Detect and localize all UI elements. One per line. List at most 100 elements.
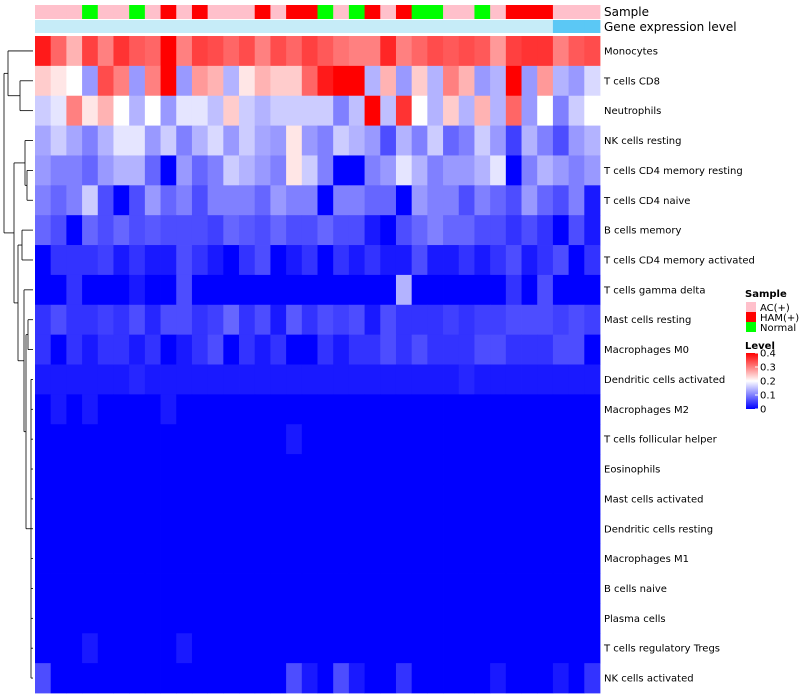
heatmap-cell [552, 424, 570, 455]
heatmap-cell [505, 483, 522, 515]
heatmap-cell [270, 65, 287, 97]
heatmap-cell [129, 394, 146, 425]
heatmap-cell [239, 215, 256, 246]
level-annotation-cell [427, 20, 444, 33]
heatmap-cell [223, 424, 240, 455]
heatmap-cell [160, 603, 177, 634]
heatmap-cell [584, 364, 601, 395]
heatmap-cell [348, 633, 365, 664]
heatmap-cell [50, 185, 67, 216]
heatmap-cell [270, 36, 287, 67]
heatmap-cell [317, 663, 334, 694]
heatmap-cell [176, 543, 193, 574]
heatmap-cell [348, 95, 365, 126]
heatmap-cell [301, 454, 318, 485]
heatmap-cell [286, 65, 303, 97]
heatmap-cell [505, 36, 522, 67]
row-label: Macrophages M1 [604, 554, 689, 565]
level-annotation-cell [301, 20, 318, 33]
heatmap-cell [286, 394, 303, 425]
heatmap-cell [317, 185, 334, 216]
heatmap-cell [380, 245, 397, 276]
heatmap-cell [443, 513, 460, 545]
heatmap-cell [239, 334, 256, 365]
heatmap-cell [144, 633, 161, 664]
heatmap-cell [223, 394, 240, 425]
heatmap-cell [286, 573, 303, 604]
heatmap-cell [348, 125, 365, 156]
heatmap-cell [411, 543, 428, 574]
heatmap-cell [537, 304, 554, 336]
heatmap-cell [427, 125, 444, 156]
heatmap-cell [82, 125, 99, 156]
heatmap-cell [113, 125, 130, 156]
heatmap-cell [207, 334, 224, 365]
heatmap-cell [50, 65, 67, 97]
heatmap-cell [395, 125, 413, 156]
heatmap-cell [113, 364, 130, 395]
heatmap-cell [490, 603, 507, 634]
heatmap-cell [176, 364, 193, 395]
heatmap-cell [35, 633, 52, 664]
heatmap-cell [113, 95, 130, 126]
level-annotation-cell [160, 20, 177, 33]
heatmap-cell [66, 36, 83, 67]
heatmap-cell [505, 573, 522, 604]
heatmap-cell [348, 454, 365, 485]
heatmap-cell [270, 483, 287, 515]
heatmap-cell [270, 155, 287, 186]
heatmap-cell [207, 245, 224, 276]
heatmap-cell [427, 513, 444, 545]
heatmap-cell [207, 543, 224, 574]
heatmap-cell [50, 483, 67, 515]
heatmap-cell [144, 573, 161, 604]
row-label: B cells naive [604, 584, 667, 595]
heatmap-cell [35, 543, 52, 574]
heatmap-cell [490, 364, 507, 395]
heatmap-cell [568, 185, 585, 216]
sample-annotation-cell [286, 5, 303, 19]
heatmap-cell [191, 394, 209, 425]
heatmap-cell [176, 334, 193, 365]
heatmap-cell [301, 394, 318, 425]
heatmap-cell [427, 573, 444, 604]
heatmap-cell [113, 36, 130, 67]
heatmap-cell [411, 334, 428, 365]
heatmap-cell [380, 424, 397, 455]
heatmap-cell [286, 245, 303, 276]
heatmap-cell [505, 125, 522, 156]
heatmap-cell [160, 573, 177, 604]
heatmap-cell [129, 364, 146, 395]
heatmap-cell [364, 603, 381, 634]
heatmap-cell [552, 513, 570, 545]
row-label: Macrophages M2 [604, 405, 689, 416]
level-tick-label: 0.1 [760, 391, 776, 402]
heatmap-cell [82, 513, 99, 545]
heatmap-cell [552, 95, 570, 126]
heatmap-cell [474, 663, 491, 694]
heatmap-cell [82, 483, 99, 515]
heatmap-cell [333, 185, 350, 216]
heatmap-cell [521, 454, 538, 485]
heatmap-cell [223, 36, 240, 67]
heatmap-cell [207, 424, 224, 455]
heatmap-cell [521, 36, 538, 67]
heatmap-cell [35, 454, 52, 485]
heatmap-cell [191, 454, 209, 485]
heatmap-cell [270, 513, 287, 545]
heatmap-cell [364, 663, 381, 694]
heatmap-cell [97, 185, 114, 216]
heatmap-cell [380, 364, 397, 395]
heatmap-cell [521, 155, 538, 186]
heatmap-cell [505, 334, 522, 365]
heatmap-cell [144, 394, 161, 425]
level-annotation-cell [395, 20, 413, 33]
heatmap-cell [50, 125, 67, 156]
level-annotation-cell [223, 20, 240, 33]
heatmap-cell [82, 573, 99, 604]
heatmap-cell [254, 245, 271, 276]
heatmap-cell [144, 65, 161, 97]
heatmap-cell [160, 65, 177, 97]
heatmap-cell [505, 394, 522, 425]
